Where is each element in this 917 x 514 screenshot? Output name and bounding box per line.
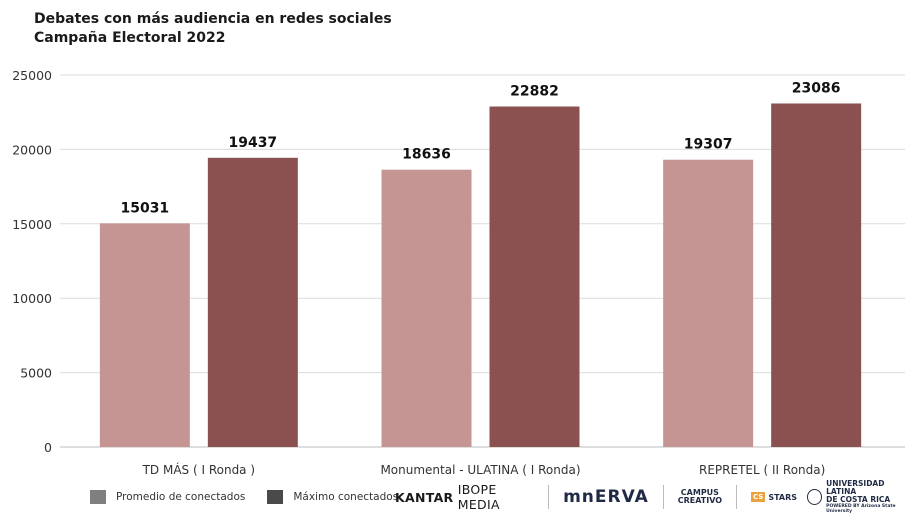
data-label: 22882 — [510, 84, 559, 100]
kantar-logo-bold: KANTAR — [395, 489, 454, 505]
legend-label-maximo: Máximo conectados — [293, 491, 399, 503]
y-tick-label: 0 — [44, 440, 52, 455]
legend-swatch-promedio — [90, 490, 106, 504]
legend-label-promedio: Promedio de conectados — [116, 491, 246, 503]
logo-divider — [736, 485, 737, 509]
campus-logo-line2: CREATIVO — [677, 496, 723, 505]
bar — [99, 223, 190, 447]
data-label: 15031 — [120, 200, 169, 216]
data-label: 19307 — [684, 137, 733, 153]
bar-chart: 0 5000 10000 15000 20000 25000 15031 19437 TD MÁ… — [12, 68, 905, 477]
ulatina-logo-line1: UNIVERSIDAD LATINA — [826, 479, 885, 496]
bar — [381, 169, 472, 447]
minerva-logo: mnERVA — [563, 487, 649, 507]
y-tick-label: 20000 — [12, 142, 52, 157]
campus-creativo-logo: CAMPUS CREATIVO — [678, 489, 722, 505]
sponsor-logos: KANTAR IBOPE MEDIA mnERVA CAMPUS CREATIV… — [395, 480, 917, 514]
data-label: 19437 — [228, 135, 277, 151]
legend-item-promedio: Promedio de conectados — [90, 490, 245, 504]
bar — [663, 159, 754, 447]
y-tick-label: 25000 — [12, 68, 52, 83]
ulatina-logo-line2: DE COSTA RICA — [826, 495, 891, 504]
campus-logo-line1: CAMPUS — [680, 488, 719, 497]
bar — [771, 103, 862, 448]
kantar-ibope-logo: KANTAR IBOPE MEDIA — [395, 482, 534, 512]
data-label: 23086 — [792, 80, 841, 96]
stars-logo-text: STARS — [768, 492, 798, 502]
chart-title-line1: Debates con más audiencia en redes socia… — [34, 11, 392, 27]
chart-title: Debates con más audiencia en redes socia… — [34, 10, 392, 48]
stars-logo: CS STARS — [751, 492, 797, 502]
kantar-logo-rest: IBOPE MEDIA — [457, 482, 500, 512]
legend-swatch-maximo — [267, 490, 284, 504]
logo-divider — [662, 485, 664, 509]
y-tick-label: 10000 — [12, 291, 52, 306]
legend: Promedio de conectados Máximo conectados — [90, 490, 420, 504]
stars-badge: CS — [751, 492, 766, 502]
x-tick-label: Monumental - ULATINA ( I Ronda) — [380, 463, 580, 477]
ulatina-logo: UNIVERSIDAD LATINA DE COSTA RICA POWERED… — [807, 480, 917, 514]
y-tick-label: 5000 — [20, 366, 52, 381]
x-tick-label: REPRETEL ( II Ronda) — [699, 463, 825, 477]
bar — [207, 157, 298, 447]
bar — [489, 106, 580, 447]
x-tick-label: TD MÁS ( I Ronda ) — [142, 462, 255, 477]
data-label: 18636 — [402, 147, 451, 163]
y-tick-label: 15000 — [12, 217, 52, 232]
legend-item-maximo: Máximo conectados — [267, 490, 398, 504]
globe-icon — [807, 489, 823, 505]
logo-divider — [548, 485, 550, 509]
ulatina-logo-line3: POWERED BY Arizona State University — [826, 504, 896, 514]
chart-title-line2: Campaña Electoral 2022 — [34, 30, 226, 46]
